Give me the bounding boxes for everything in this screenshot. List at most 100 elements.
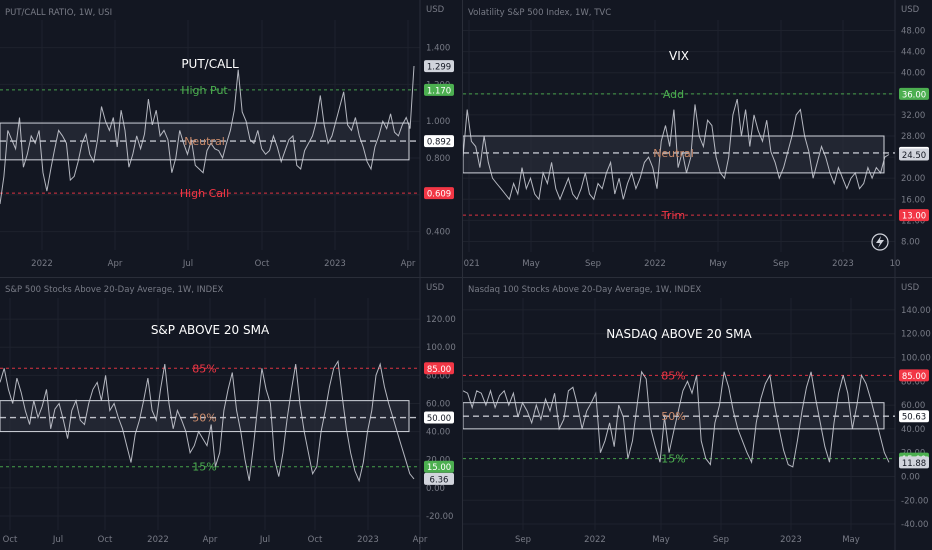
x-tick-label: May	[709, 259, 727, 269]
x-tick-label: Apr	[413, 535, 428, 545]
vix-chart[interactable]: Volatility S&P 500 Index, 1W, TVC Add Neut…	[463, 0, 932, 277]
level-value-badge: 85.00	[424, 362, 454, 375]
badge-background	[899, 209, 929, 222]
nasdaq-chart[interactable]: Nasdaq 100 Stocks Above 20-Day Average, …	[463, 278, 932, 550]
lightning-icon[interactable]	[871, 233, 889, 251]
panel-divider-vertical[interactable]	[462, 0, 463, 550]
badge-background	[424, 460, 454, 473]
badge-text: 11.88	[902, 459, 926, 469]
level-value-badge: 50.63	[899, 410, 929, 423]
level-label-15-: 15%	[192, 461, 216, 474]
y-tick-label: 60.00	[426, 399, 450, 409]
chart-title: PUT/CALL	[181, 57, 239, 71]
y-tick-label: USD	[901, 283, 920, 293]
badge-text: 24.50	[902, 151, 926, 161]
x-tick-label: 2023	[324, 259, 346, 269]
x-tick-label: 2022	[584, 535, 606, 545]
level-label-15-: 15%	[661, 453, 685, 466]
y-tick-label: 1.000	[426, 117, 450, 127]
badge-text: 85.00	[427, 365, 451, 375]
level-label-high-put: High Put	[181, 84, 228, 97]
panel-divider-horizontal[interactable]	[0, 277, 932, 278]
y-tick-label: -20.00	[901, 496, 928, 506]
x-tick-label: 10	[890, 259, 901, 269]
badge-background	[424, 187, 454, 200]
x-tick-label: Sep	[515, 535, 531, 545]
badge-background	[424, 472, 454, 485]
putcall-panel[interactable]: PUT/CALL RATIO, 1W, USI High Put Neutral Hi…	[0, 0, 462, 277]
level-label-neutral: Neutral	[653, 147, 694, 160]
badge-text: 6.36	[430, 475, 449, 485]
y-tick-label: 120.00	[426, 315, 456, 325]
badge-background	[424, 60, 454, 73]
x-tick-label: Oct	[98, 535, 113, 545]
putcall-chart[interactable]: PUT/CALL RATIO, 1W, USI High Put Neutral Hi…	[0, 0, 462, 277]
badge-background	[899, 148, 929, 161]
y-tick-label: 140.00	[901, 306, 931, 316]
badge-text: 85.00	[902, 372, 926, 382]
y-tick-label: 80.00	[426, 371, 450, 381]
y-tick-label: 60.00	[901, 401, 925, 411]
last-value-badge: 11.88	[899, 456, 929, 469]
x-tick-label: Sep	[713, 535, 729, 545]
y-tick-label: -20.00	[426, 512, 453, 522]
series-line	[463, 98, 890, 201]
badge-background	[899, 410, 929, 423]
lightning-icon-ring	[871, 233, 889, 251]
level-value-badge: 13.00	[899, 209, 929, 222]
level-label-neutral: Neutral	[184, 135, 225, 148]
lightning-icon-bolt	[876, 236, 884, 248]
level-label-85-: 85%	[661, 369, 685, 382]
y-tick-label: 80.00	[901, 377, 925, 387]
level-label-50-: 50%	[192, 412, 216, 425]
y-tick-label: 120.00	[901, 330, 931, 340]
badge-text: 1.299	[427, 63, 451, 73]
x-tick-label: Oct	[3, 535, 18, 545]
x-tick-label: 2022	[31, 259, 53, 269]
badge-text: 15.00	[427, 463, 451, 473]
y-tick-label: 32.00	[901, 111, 925, 121]
chart-header: Nasdaq 100 Stocks Above 20-Day Average, …	[468, 285, 701, 295]
badge-background	[899, 87, 929, 100]
level-label-50-: 50%	[661, 410, 685, 423]
badge-text: 50.63	[902, 413, 926, 423]
x-tick-label: Oct	[308, 535, 323, 545]
badge-text: 36.00	[902, 90, 926, 100]
y-tick-label: -40.00	[901, 520, 928, 530]
badge-background	[424, 411, 454, 424]
y-tick-label: USD	[901, 5, 920, 15]
y-tick-label: 1.400	[426, 44, 450, 54]
chart-title: S&P ABOVE 20 SMA	[151, 323, 270, 337]
badge-background	[424, 83, 454, 96]
x-tick-label: Jul	[259, 535, 270, 545]
chart-title: VIX	[669, 49, 689, 63]
level-label-high-call: High Call	[180, 187, 229, 200]
x-tick-label: Sep	[585, 259, 601, 269]
badge-background	[899, 369, 929, 382]
y-tick-label: USD	[426, 283, 445, 293]
level-value-badge: 0.892	[424, 135, 454, 148]
sp500-panel[interactable]: S&P 500 Stocks Above 20-Day Average, 1W,…	[0, 278, 462, 550]
badge-text: 0.892	[427, 138, 451, 148]
last-value-badge: 24.50	[899, 148, 929, 161]
last-value-badge: 1.299	[424, 60, 454, 73]
level-value-badge: 36.00	[899, 87, 929, 100]
x-tick-label: Apr	[203, 535, 218, 545]
x-tick-label: 2021	[463, 259, 480, 269]
neutral-band	[463, 135, 885, 174]
y-tick-label: 0.800	[426, 154, 450, 164]
badge-text: 1.170	[427, 86, 451, 96]
y-tick-label: 20.00	[426, 456, 450, 466]
sp500-chart[interactable]: S&P 500 Stocks Above 20-Day Average, 1W,…	[0, 278, 462, 550]
badge-background	[424, 135, 454, 148]
vix-panel[interactable]: Volatility S&P 500 Index, 1W, TVC Add Neut…	[463, 0, 932, 277]
y-tick-label: 0.400	[426, 228, 450, 238]
y-tick-label: 44.00	[901, 48, 925, 58]
chart-header: PUT/CALL RATIO, 1W, USI	[5, 8, 112, 18]
chart-title: NASDAQ ABOVE 20 SMA	[606, 327, 752, 341]
y-tick-label: 40.00	[901, 425, 925, 435]
y-tick-label: 100.00	[426, 343, 456, 353]
badge-text: 50.00	[427, 414, 451, 424]
x-tick-label: May	[652, 535, 670, 545]
nasdaq-panel[interactable]: Nasdaq 100 Stocks Above 20-Day Average, …	[463, 278, 932, 550]
